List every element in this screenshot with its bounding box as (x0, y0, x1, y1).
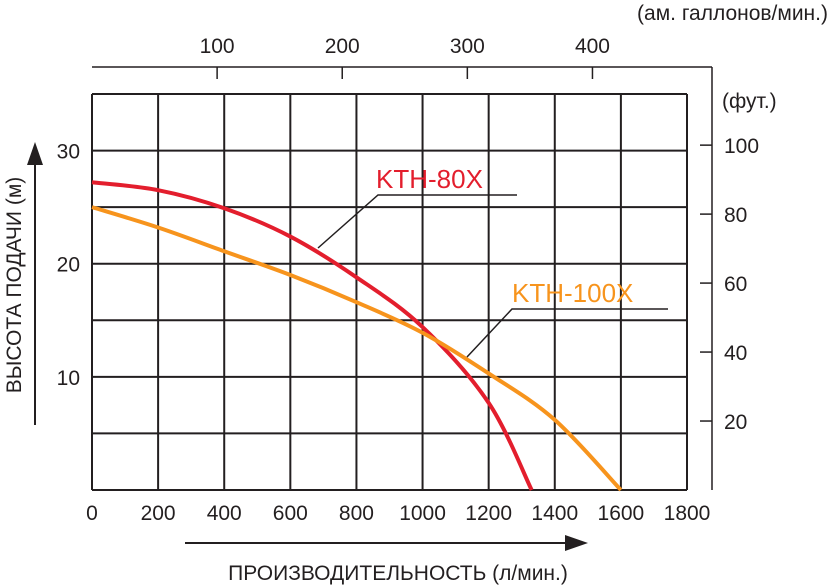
y-tick-label: 10 (57, 367, 80, 390)
x2-axis-label: (ам. галлонов/мин.) (637, 2, 828, 25)
y2-axis-label: (фут.) (722, 90, 777, 113)
x-tick-label: 1000 (399, 502, 446, 525)
y2-tick-label: 20 (724, 411, 747, 434)
x-tick-label: 1200 (465, 502, 512, 525)
series-line-kth-80x (91, 180, 534, 491)
x-arrow-head-icon (565, 535, 588, 551)
series-line-kth-100x (91, 205, 623, 492)
grid (91, 93, 688, 491)
x2-tick-label: 400 (575, 35, 610, 58)
series-label: KTH-100X (512, 278, 633, 308)
y2-tick-label: 40 (724, 342, 747, 365)
y-tick-label: 30 (57, 141, 80, 164)
y-arrow-head-icon (27, 142, 43, 165)
series-label: KTH-80X (376, 164, 483, 194)
y2-tick-label: 80 (724, 204, 747, 227)
y-tick-label: 20 (57, 254, 80, 277)
x-tick-label: 1400 (531, 502, 578, 525)
x2-tick-label: 100 (200, 35, 235, 58)
x2-tick-label: 300 (450, 35, 485, 58)
y2-tick-label: 100 (724, 135, 759, 158)
x-axis-label: ПРОИЗВОДИТЕЛЬНОСТЬ (л/мин.) (228, 562, 568, 585)
labels: KTH-80X KTH-100X (317, 164, 668, 358)
y2-tick-label: 60 (724, 273, 747, 296)
series (91, 180, 623, 492)
callout-line (317, 194, 517, 249)
x-tick-label: 1800 (664, 502, 711, 525)
x-tick-label: 200 (141, 502, 176, 525)
x-tick-label: 1600 (598, 502, 645, 525)
axes: 0 200 400 600 800 1000 1200 1400 1600 1800 10 20 30 1… (3, 2, 828, 585)
callout-line (466, 308, 668, 358)
x-tick-label: 800 (339, 502, 374, 525)
x-tick-label: 0 (86, 502, 98, 525)
x2-tick-label: 200 (325, 35, 360, 58)
x-tick-label: 400 (207, 502, 242, 525)
y-axis-label: ВЫСОТА ПОДАЧИ (м) (3, 177, 26, 394)
x-tick-label: 600 (273, 502, 308, 525)
